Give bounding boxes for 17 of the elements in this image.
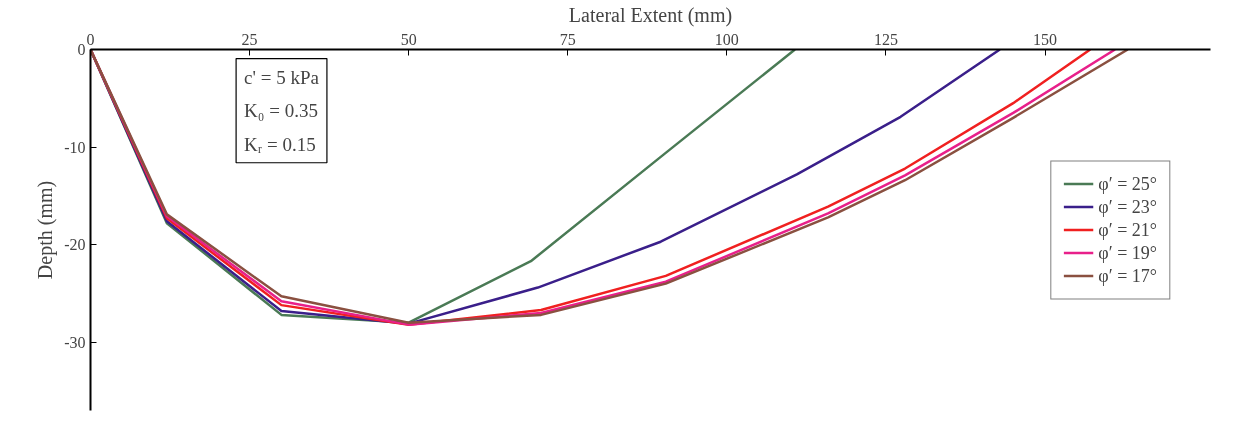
legend-label: φ′ = 23° [1098,196,1157,217]
y-axis-title: Depth (mm) [34,180,58,280]
y-tick-label: -10 [64,138,86,156]
x-tick-label: 100 [714,30,739,48]
legend-label: φ′ = 21° [1098,219,1157,240]
x-tick-label: 25 [241,30,258,48]
legend-label: φ′ = 19° [1098,242,1157,263]
annotation: c' = 5 kPa K₀ = 0.35 Kᵣ = 0.15 [244,66,320,155]
x-tick-label: 75 [559,30,576,48]
x-tick-label: 150 [1033,30,1058,48]
legend-label: φ′ = 25° [1098,173,1157,194]
y-tick-label: -30 [64,333,86,351]
x-tick-label: 125 [873,30,898,48]
y-tick-label: -20 [64,236,86,254]
legend-label: φ′ = 17° [1098,265,1157,286]
x-tick-label: 50 [400,30,417,48]
x-axis-title: Lateral Extent (mm) [568,3,733,27]
